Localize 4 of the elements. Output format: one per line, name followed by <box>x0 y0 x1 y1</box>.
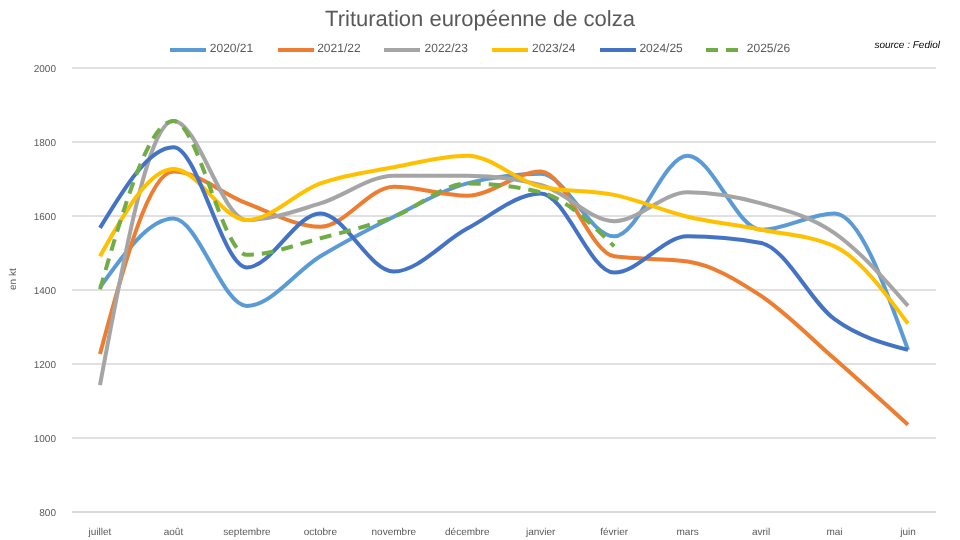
line-series <box>98 118 617 292</box>
chart-title: Trituration européenne de colza <box>323 6 637 36</box>
line-series <box>98 118 910 388</box>
line-series <box>98 169 910 427</box>
